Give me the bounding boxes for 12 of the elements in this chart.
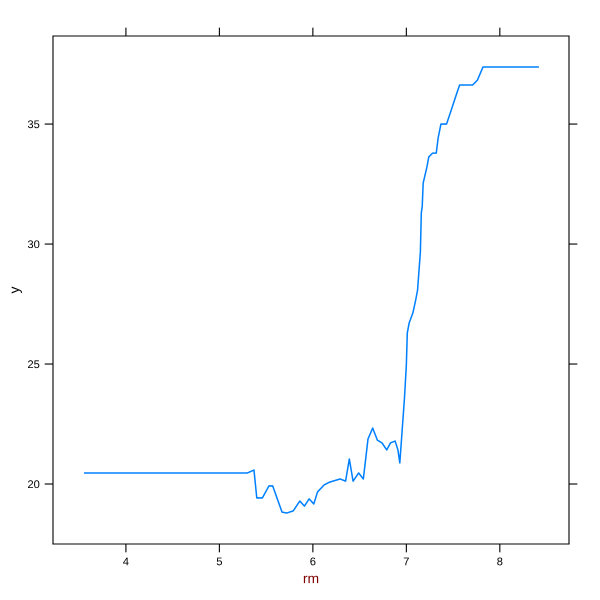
y-tick-label: 20 xyxy=(28,480,40,488)
y-axis-title: y xyxy=(12,286,22,294)
y-tick-label: 30 xyxy=(28,240,40,248)
x-tick-label: 8 xyxy=(497,557,502,566)
y-tick-label: 25 xyxy=(28,360,40,368)
y-tick-label: 35 xyxy=(28,120,40,128)
x-tick-label: 6 xyxy=(310,557,316,566)
x-tick-label: 7 xyxy=(404,558,409,566)
line-series xyxy=(84,66,539,514)
x-axis-title: rm xyxy=(304,576,318,584)
x-tick-label: 4 xyxy=(123,558,129,566)
x-tick-label: 5 xyxy=(216,558,222,566)
